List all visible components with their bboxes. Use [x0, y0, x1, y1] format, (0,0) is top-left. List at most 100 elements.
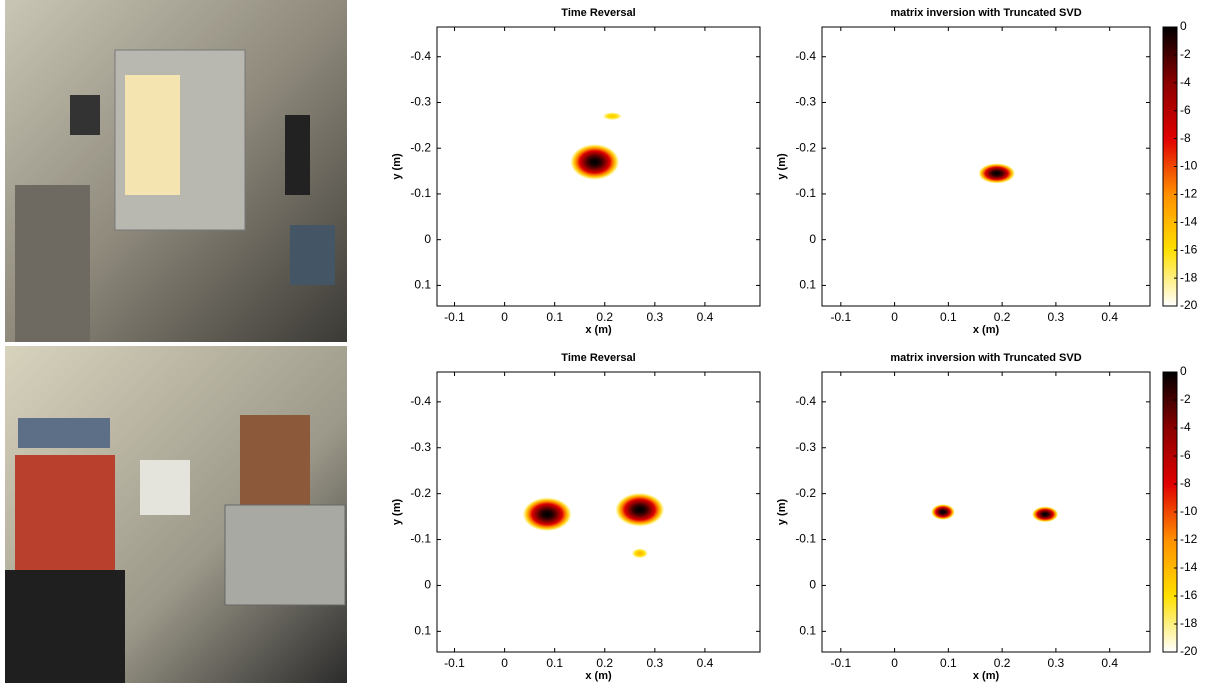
x-tick-label: 0 — [891, 310, 898, 324]
colorbar-tick-label: -10 — [1180, 504, 1198, 518]
source-spot — [522, 497, 573, 532]
heatmap-panel: -0.1 0 0.1 0.2 0.3 0.4 -0.4 -0.3 -0.2 -0.1 0 0.1 Tim… — [391, 352, 761, 682]
colorbar-tick-label: -6 — [1180, 103, 1191, 117]
colorbar-tick-label: 0 — [1180, 19, 1187, 33]
colorbar-tick-label: -18 — [1180, 270, 1198, 284]
colorbar-tick-label: -14 — [1180, 214, 1198, 228]
x-tick-label: 0.4 — [697, 310, 714, 324]
y-tick-label: -0.3 — [410, 440, 431, 454]
plot-area — [822, 372, 1150, 652]
x-tick-label: 0.2 — [994, 310, 1011, 324]
colorbar-tick-label: -4 — [1180, 420, 1191, 434]
y-tick-label: 0 — [809, 578, 816, 592]
colorbar-tick-label: -8 — [1180, 131, 1191, 145]
chart-title: Time Reversal — [561, 7, 635, 19]
colorbar-tick-label: -2 — [1180, 392, 1191, 406]
colorbar-tick-label: -16 — [1180, 242, 1198, 256]
chart-title: matrix inversion with Truncated SVD — [890, 352, 1081, 364]
y-axis-label: y (m) — [776, 153, 788, 180]
chart-title: Time Reversal — [561, 352, 635, 364]
y-tick-label: 0.1 — [799, 278, 816, 292]
x-tick-label: 0.3 — [646, 656, 663, 670]
source-spot — [930, 503, 956, 521]
heatmap-panel: -0.1 0 0.1 0.2 0.3 0.4 -0.4 -0.3 -0.2 -0.1 0 0.1 Tim… — [391, 7, 761, 336]
colorbar-tick-label: -12 — [1180, 532, 1198, 546]
source-spot — [614, 492, 665, 527]
y-tick-label: -0.4 — [795, 394, 816, 408]
x-tick-label: 0.1 — [546, 656, 563, 670]
x-tick-label: 0.4 — [1101, 656, 1118, 670]
x-tick-label: 0.2 — [994, 656, 1011, 670]
axes-box — [821, 26, 1151, 307]
y-tick-label: -0.1 — [795, 532, 816, 546]
y-axis-label: y (m) — [776, 499, 788, 526]
source-spot — [977, 163, 1016, 184]
photo-setup-1 — [5, 0, 347, 342]
axes-box — [436, 371, 761, 653]
y-tick-label: -0.3 — [795, 440, 816, 454]
y-axis-label: y (m) — [391, 153, 403, 180]
x-tick-label: 0 — [501, 656, 508, 670]
axes-box — [821, 371, 1151, 653]
heatmap-panel: -0.1 0 0.1 0.2 0.3 0.4 -0.4 -0.3 -0.2 -0.1 0 0.1 mat… — [776, 7, 1198, 336]
chart-title: matrix inversion with Truncated SVD — [890, 7, 1081, 19]
y-tick-label: -0.1 — [795, 186, 816, 200]
y-axis-label: y (m) — [391, 499, 403, 526]
y-tick-label: -0.2 — [410, 140, 431, 154]
colorbar-tick-label: -8 — [1180, 476, 1191, 490]
y-tick-label: -0.3 — [410, 95, 431, 109]
x-axis-label: x (m) — [973, 670, 1000, 682]
x-axis-label: x (m) — [585, 670, 612, 682]
x-tick-label: 0.2 — [596, 656, 613, 670]
x-tick-label: 0.1 — [940, 310, 957, 324]
x-tick-label: 0.2 — [596, 310, 613, 324]
y-tick-label: -0.4 — [795, 49, 816, 63]
x-tick-label: -0.1 — [830, 656, 851, 670]
y-tick-label: -0.3 — [795, 95, 816, 109]
y-tick-label: -0.2 — [795, 486, 816, 500]
x-axis-label: x (m) — [585, 324, 612, 336]
colorbar-tick-label: -14 — [1180, 560, 1198, 574]
y-tick-label: -0.4 — [410, 49, 431, 63]
x-axis-label: x (m) — [973, 324, 1000, 336]
x-tick-label: 0.4 — [1101, 310, 1118, 324]
x-tick-label: -0.1 — [830, 310, 851, 324]
source-spot — [592, 108, 633, 125]
source-spot — [1031, 506, 1059, 523]
y-tick-label: 0 — [424, 232, 431, 246]
colorbar-tick-label: -6 — [1180, 448, 1191, 462]
y-tick-label: 0.1 — [414, 624, 431, 638]
y-tick-label: -0.2 — [410, 486, 431, 500]
x-tick-label: 0 — [501, 310, 508, 324]
colorbar-tick-label: -20 — [1180, 298, 1198, 312]
colorbar-tick-label: 0 — [1180, 364, 1187, 378]
x-tick-label: 0.1 — [546, 310, 563, 324]
y-tick-label: -0.1 — [410, 532, 431, 546]
x-tick-label: -0.1 — [444, 310, 465, 324]
colorbar-tick-label: -20 — [1180, 644, 1198, 658]
axes-box — [436, 26, 761, 307]
x-tick-label: 0.1 — [940, 656, 957, 670]
colorbar-tick-label: -12 — [1180, 187, 1198, 201]
source-spot — [624, 544, 655, 563]
y-tick-label: -0.4 — [410, 394, 431, 408]
plot-area — [437, 372, 760, 652]
y-tick-label: 0.1 — [414, 278, 431, 292]
x-tick-label: 0.3 — [1048, 656, 1065, 670]
y-tick-label: -0.2 — [795, 140, 816, 154]
x-tick-label: 0.3 — [1048, 310, 1065, 324]
colorbar-tick-label: -10 — [1180, 159, 1198, 173]
colorbar-tick-label: -18 — [1180, 616, 1198, 630]
x-tick-label: 0.4 — [697, 656, 714, 670]
heatmap-panel: -0.1 0 0.1 0.2 0.3 0.4 -0.4 -0.3 -0.2 -0.1 0 0.1 mat… — [776, 352, 1198, 682]
photo-setup-2 — [5, 346, 347, 683]
y-tick-label: -0.1 — [410, 186, 431, 200]
x-tick-label: 0 — [891, 656, 898, 670]
colorbar-tick-label: -16 — [1180, 588, 1198, 602]
source-spot — [569, 143, 620, 181]
colorbar-tick-label: -4 — [1180, 75, 1191, 89]
y-tick-label: 0 — [809, 232, 816, 246]
x-tick-label: -0.1 — [444, 656, 465, 670]
x-tick-label: 0.3 — [646, 310, 663, 324]
